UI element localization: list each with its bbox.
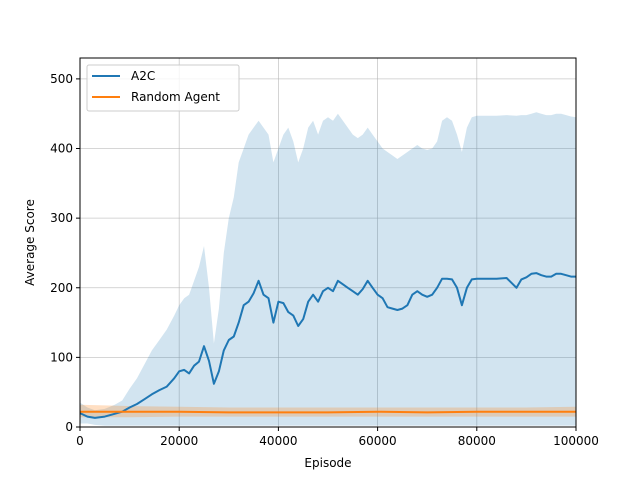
legend: A2C Random Agent (86, 64, 240, 112)
legend-box (86, 64, 240, 112)
legend-label-a2c: A2C (131, 69, 155, 83)
axis-ticks: 0 20000 40000 60000 80000 100000 0 100 200 300 400… (50, 72, 599, 448)
plot-frame (79, 57, 577, 428)
line-a2c (79, 272, 576, 419)
y-tick-label: 500 (50, 72, 73, 86)
legend-label-random-agent: Random Agent (131, 90, 220, 104)
y-tick-label: 200 (50, 281, 73, 295)
band-random-agent (80, 404, 576, 418)
y-tick-label: 100 (50, 350, 73, 364)
x-tick-label: 80000 (458, 434, 496, 448)
x-tick-label: 20000 (160, 434, 198, 448)
x-tick-label: 0 (76, 434, 84, 448)
x-tick-label: 60000 (359, 434, 397, 448)
y-tick-label: 0 (65, 420, 73, 434)
y-tick-label: 300 (50, 211, 73, 225)
y-tick-label: 400 (50, 142, 73, 156)
x-axis-label: Episode (304, 456, 351, 470)
x-tick-label: 40000 (259, 434, 297, 448)
line-random-agent (80, 410, 576, 414)
y-axis-label: Average Score (23, 199, 37, 286)
grid-lines (79, 58, 577, 428)
x-tick-label: 100000 (553, 434, 599, 448)
series-lines (79, 272, 576, 419)
